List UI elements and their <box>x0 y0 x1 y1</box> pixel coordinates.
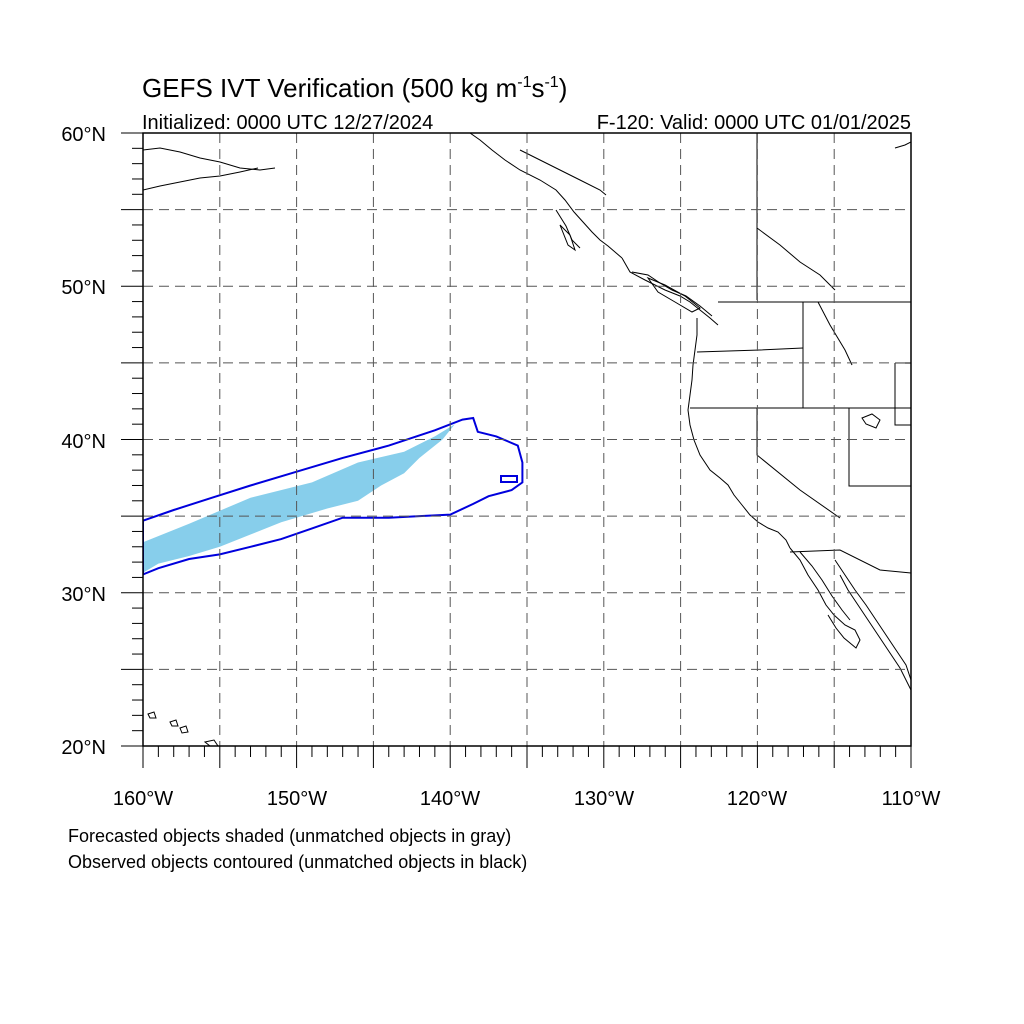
init-time-label: Initialized: 0000 UTC 12/27/2024 <box>142 112 433 134</box>
legend-observed-note: Observed objects contoured (unmatched ob… <box>68 852 528 872</box>
lat-label-30n: 30°N <box>61 584 106 606</box>
legend-forecast-note: Forecasted objects shaded (unmatched obj… <box>68 826 512 846</box>
lon-label-120w: 120°W <box>727 788 787 810</box>
observed-ivt-small-contour <box>500 475 518 483</box>
lat-label-20n: 20°N <box>61 737 106 759</box>
lon-label-150w: 150°W <box>267 788 327 810</box>
axis-ticks <box>121 132 912 768</box>
map-title: GEFS IVT Verification (500 kg m-1s-1) <box>142 73 567 103</box>
lon-label-160w: 160°W <box>113 788 173 810</box>
lat-lon-grid <box>143 133 911 746</box>
lat-label-40n: 40°N <box>61 431 106 453</box>
lat-label-60n: 60°N <box>61 124 106 146</box>
lon-label-130w: 130°W <box>574 788 634 810</box>
forecast-ivt-object <box>143 424 455 573</box>
valid-time-label: F-120: Valid: 0000 UTC 01/01/2025 <box>597 112 911 134</box>
lat-label-50n: 50°N <box>61 277 106 299</box>
observed-ivt-contour <box>143 416 524 576</box>
lon-label-110w: 110°W <box>882 788 941 810</box>
lon-label-140w: 140°W <box>420 788 480 810</box>
